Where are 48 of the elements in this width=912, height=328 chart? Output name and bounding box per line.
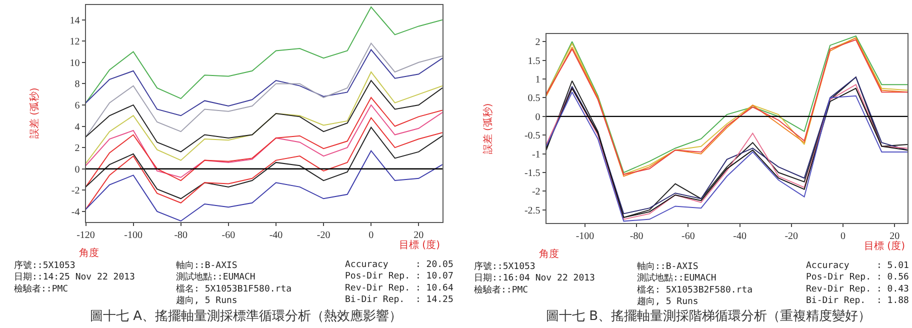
y-tick-label: -1.5 bbox=[524, 168, 540, 180]
x-tick-label: -60 bbox=[682, 231, 695, 242]
x-tick-label: -100 bbox=[576, 231, 594, 242]
y-tick-label: 6 bbox=[74, 100, 80, 112]
y-tick-label: 0.5 bbox=[528, 93, 540, 104]
y-axis-title: 誤差 (弧秒) bbox=[28, 87, 41, 139]
x-axis-title: 目標 (度) bbox=[399, 239, 440, 251]
y-tick-label: 12 bbox=[70, 36, 80, 48]
y-tick-label: -2.5 bbox=[524, 205, 540, 216]
y-tick-label: 10 bbox=[70, 58, 80, 69]
x-tick-label: -100 bbox=[124, 230, 142, 242]
x-tick-label: 20 bbox=[414, 230, 424, 242]
x-tick-label: -20 bbox=[784, 231, 798, 242]
y-tick-label: 14 bbox=[70, 15, 80, 26]
x-tick-label: 0 bbox=[368, 230, 374, 242]
y-tick-label: -0.5 bbox=[524, 130, 540, 142]
x-tick-label: -120 bbox=[76, 230, 95, 242]
text: Accuracy : 20.05 Pos-Dir Rep. : 10.07 Rev-Dir Rep. : 10.64 Bi-Dir Rep. : 14.25 bbox=[345, 260, 454, 306]
x-tick-label: -80 bbox=[174, 230, 188, 242]
text: 角度 bbox=[539, 248, 559, 260]
text: 圖十七 A、搖擺軸量測採標準循環分析（熱效應影響） bbox=[90, 309, 402, 324]
text: Accuracy : 5.01 Pos-Dir Rep. : 0.56 Rev-Dir Rep. : 0.43 Bi-Dir Rep. : 1.88 bbox=[806, 261, 909, 306]
y-tick-label: -4 bbox=[71, 206, 80, 218]
x-tick-label: 0 bbox=[840, 231, 846, 242]
y-tick-label: 8 bbox=[74, 79, 80, 90]
text: 序號::5X1053 日期::14:25 Nov 22 2013 檢驗者::PMC bbox=[14, 260, 135, 294]
text: 角度 bbox=[79, 247, 99, 259]
x-tick-label: -40 bbox=[733, 231, 746, 242]
text: 圖十七 B、搖擺軸量測採階梯循環分析（重複精度變好） bbox=[546, 308, 872, 324]
y-tick-label: -2 bbox=[71, 186, 80, 197]
text: 軸向::B-AXIS 測試地點::EUMACH 檔名: 5X1053B2F580.rta 趨向, 5 Runs bbox=[637, 261, 753, 308]
y-tick-label: 0 bbox=[535, 112, 540, 123]
x-tick-label: -60 bbox=[222, 230, 236, 242]
y-tick-label: 2 bbox=[74, 143, 80, 154]
y-tick-label: 0 bbox=[74, 164, 80, 176]
y-tick-label: -2 bbox=[532, 186, 540, 198]
text: 軸向::B-AXIS 測試地點::EUMACH 檔名: 5X1053B1F580.rta 趨向, 5 Runs bbox=[176, 260, 292, 306]
x-tick-label: -20 bbox=[316, 230, 330, 242]
y-tick-label: 2 bbox=[535, 37, 540, 48]
x-tick-label: -40 bbox=[269, 230, 283, 242]
y-axis-title: 誤差 (弧秒) bbox=[482, 103, 494, 154]
y-tick-label: -1 bbox=[532, 149, 540, 160]
y-tick-label: 1 bbox=[535, 74, 540, 86]
y-tick-label: 4 bbox=[74, 122, 80, 133]
x-tick-label: -80 bbox=[630, 231, 644, 242]
y-tick-label: 1.5 bbox=[528, 56, 540, 67]
text: 序號::5X1053 日期::16:04 Nov 22 2013 檢驗者::PMC bbox=[474, 261, 595, 296]
x-axis-title: 目標 (度) bbox=[864, 240, 906, 252]
